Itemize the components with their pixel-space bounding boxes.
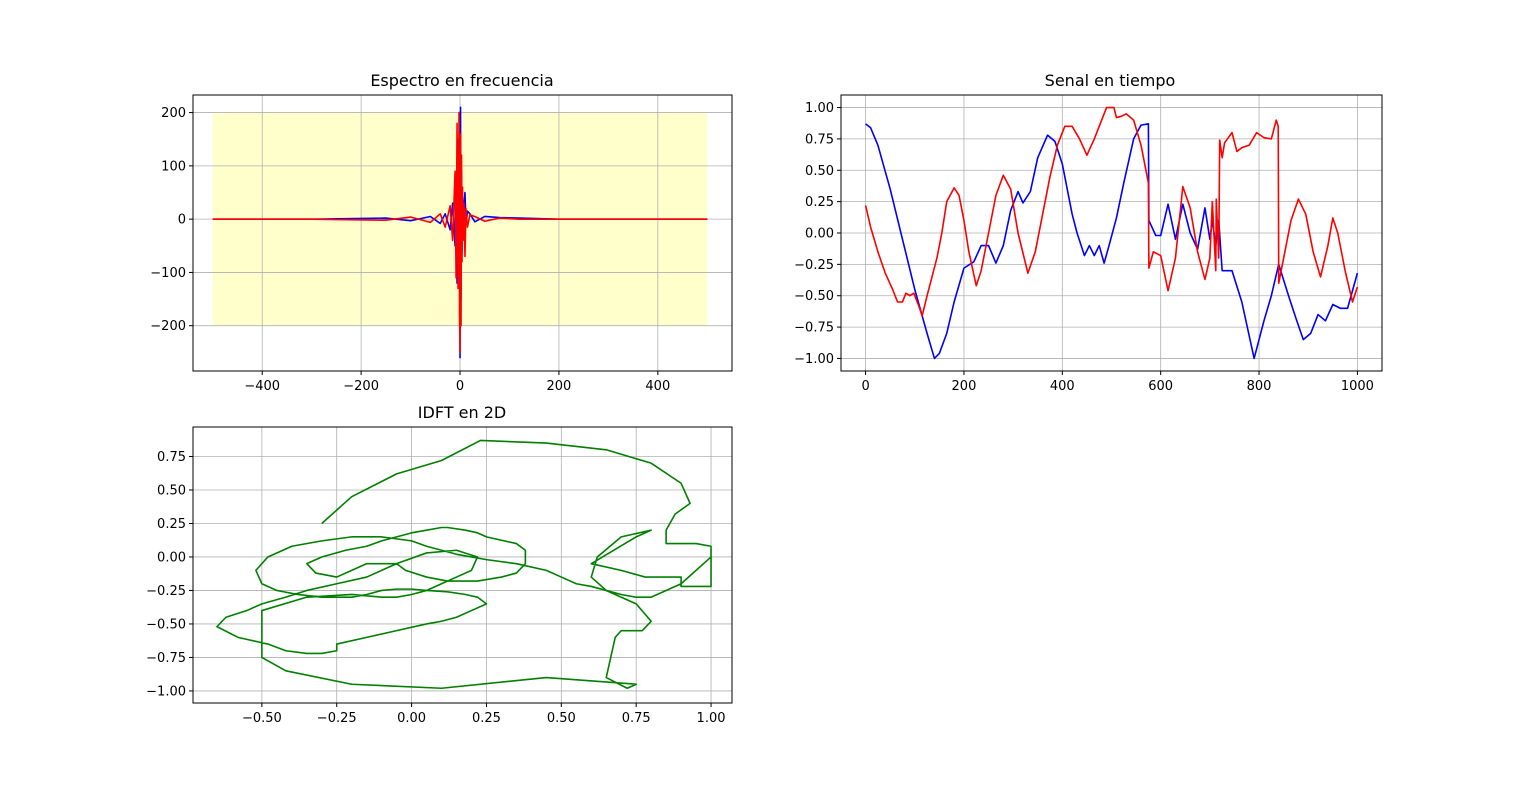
- spectrum-y-tick-label: 200: [161, 106, 186, 121]
- time-signal-x-tick-label: 200: [952, 379, 977, 394]
- time-signal-x-tick-label: 800: [1247, 379, 1272, 394]
- idft-2d-y-tick-label: 0.00: [157, 550, 186, 565]
- spectrum-y-tick-label: −100: [150, 266, 186, 281]
- time-signal-x-tick-label: 600: [1148, 379, 1173, 394]
- time-signal-title: Senal en tiempo: [1045, 71, 1176, 90]
- idft-2d-y-tick-label: −0.75: [146, 651, 186, 666]
- time-signal-panel: 0 200 400 600 800 1000 −1.00 −0.75 −0.50 −0.25 0.0…: [794, 71, 1383, 394]
- idft-2d-x-tick-label: 0.75: [622, 711, 651, 726]
- idft-2d-x-tick-label: 0.50: [547, 711, 576, 726]
- spectrum-x-tick-label: 200: [547, 379, 572, 394]
- idft-2d-y-tick-label: 0.25: [157, 517, 186, 532]
- spectrum-panel: −400 −200 0 200 400 −200 −100 0 100 200 Espectro e…: [150, 71, 733, 394]
- spectrum-axes-frame: [192, 94, 733, 372]
- idft-2d-x-tick-label: −0.25: [317, 711, 357, 726]
- idft-2d-panel: −0.50 −0.25 0.00 0.25 0.50 0.75 1.00 −1.00 −0.75…: [146, 403, 733, 726]
- time-signal-y-tick-label: 0.00: [805, 227, 834, 242]
- spectrum-series-1-line: [212, 111, 708, 354]
- spectrum-title: Espectro en frecuencia: [370, 71, 553, 90]
- spectrum-x-tick-label: −200: [343, 379, 379, 394]
- spectrum-x-tick-label: −400: [244, 379, 280, 394]
- time-signal-y-tick-label: −1.00: [794, 352, 834, 367]
- time-signal-y-tick-label: −0.75: [794, 321, 834, 336]
- idft-2d-y-tick-label: 0.75: [157, 450, 186, 465]
- time-signal-x-tick-label: 1000: [1341, 379, 1374, 394]
- spectrum-y-tick-label: 100: [161, 159, 186, 174]
- spectrum-x-tick-label: 400: [645, 379, 670, 394]
- idft-2d-y-tick-label: 0.50: [157, 483, 186, 498]
- idft-2d-x-tick-label: 0.25: [472, 711, 501, 726]
- time-signal-y-tick-label: 1.00: [805, 101, 834, 116]
- idft-2d-y-tick-label: −1.00: [146, 684, 186, 699]
- time-signal-series-0-line: [865, 123, 1359, 360]
- time-signal-x-tick-label: 0: [861, 379, 869, 394]
- spectrum-y-tick-label: −200: [150, 319, 186, 334]
- time-signal-y-tick-label: −0.25: [794, 258, 834, 273]
- idft-2d-y-tick-label: −0.50: [146, 617, 186, 632]
- time-signal-y-tick-label: 0.25: [805, 195, 834, 210]
- idft-2d-x-tick-label: −0.50: [242, 711, 282, 726]
- idft-2d-title: IDFT en 2D: [418, 403, 506, 422]
- spectrum-y-tick-label: 0: [178, 213, 186, 228]
- time-signal-x-tick-label: 400: [1050, 379, 1075, 394]
- time-signal-series-1-line: [864, 106, 1359, 317]
- time-signal-y-tick-label: −0.50: [794, 289, 834, 304]
- time-signal-y-tick-label: 0.50: [805, 164, 834, 179]
- idft-2d-series-0-line: [216, 439, 712, 690]
- idft-2d-y-tick-label: −0.25: [146, 584, 186, 599]
- spectrum-x-tick-label: 0: [456, 379, 464, 394]
- idft-2d-axes-frame: [192, 426, 733, 704]
- idft-2d-x-tick-label: 1.00: [697, 711, 726, 726]
- time-signal-y-tick-label: 0.75: [805, 132, 834, 147]
- idft-2d-x-tick-label: 0.00: [397, 711, 426, 726]
